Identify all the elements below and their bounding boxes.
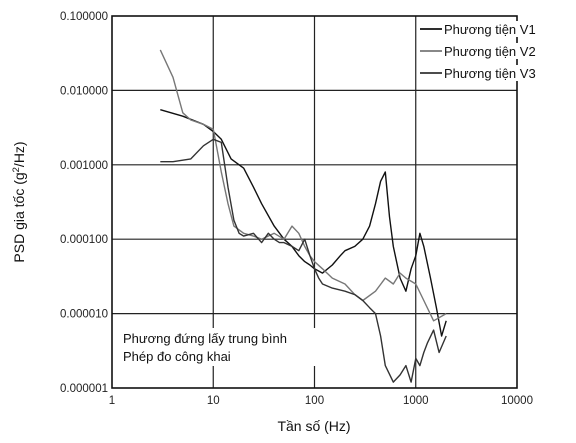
legend-label: Phương tiện V2	[444, 44, 536, 59]
annotation-line-2: Phép đo công khai	[123, 349, 231, 364]
annotation-box	[120, 328, 326, 366]
y-tick-label: 0.000100	[60, 234, 108, 246]
legend-bg	[418, 21, 558, 37]
x-tick-label: 10000	[501, 395, 533, 407]
series-line-v1	[160, 109, 447, 337]
y-tick-labels: 0.000001 0.000010 0.000100 0.001000 0.010000…	[60, 11, 108, 395]
y-axis-title-main: PSD gia tốc (g	[11, 172, 27, 262]
plot-frame	[111, 15, 518, 389]
y-tick-label: 0.000010	[60, 309, 108, 321]
y-axis-title-sup: 2	[11, 167, 22, 172]
y-axis-title-tail: /Hz)	[11, 141, 27, 167]
legend-bg	[418, 43, 558, 59]
legend-label: Phương tiện V3	[444, 66, 536, 81]
legend: Phương tiện V1 Phương tiện V2 Phương tiện …	[418, 21, 558, 81]
y-tick-label: 0.000001	[60, 383, 108, 395]
series-line-v2	[159, 49, 447, 322]
grid	[112, 16, 517, 388]
legend-bg	[418, 65, 558, 81]
x-tick-label: 1	[109, 395, 115, 407]
legend-label: Phương tiện V1	[444, 22, 536, 37]
x-tick-label: 1000	[403, 395, 429, 407]
y-tick-label: 0.001000	[60, 160, 108, 172]
x-tick-label: 10	[207, 395, 220, 407]
y-tick-label: 0.100000	[60, 11, 108, 23]
x-axis-title: Tần số (Hz)	[277, 418, 350, 434]
x-tick-label: 100	[305, 395, 324, 407]
series-layer	[159, 49, 447, 383]
y-tick-label: 0.010000	[60, 85, 108, 97]
series-line-v3	[160, 138, 447, 383]
y-axis-title: PSD gia tốc (g2/Hz)	[11, 141, 27, 262]
x-tick-labels: 1 10 100 1000 10000	[109, 395, 533, 407]
annotation-line-1: Phương đứng lấy trung bình	[123, 331, 287, 346]
